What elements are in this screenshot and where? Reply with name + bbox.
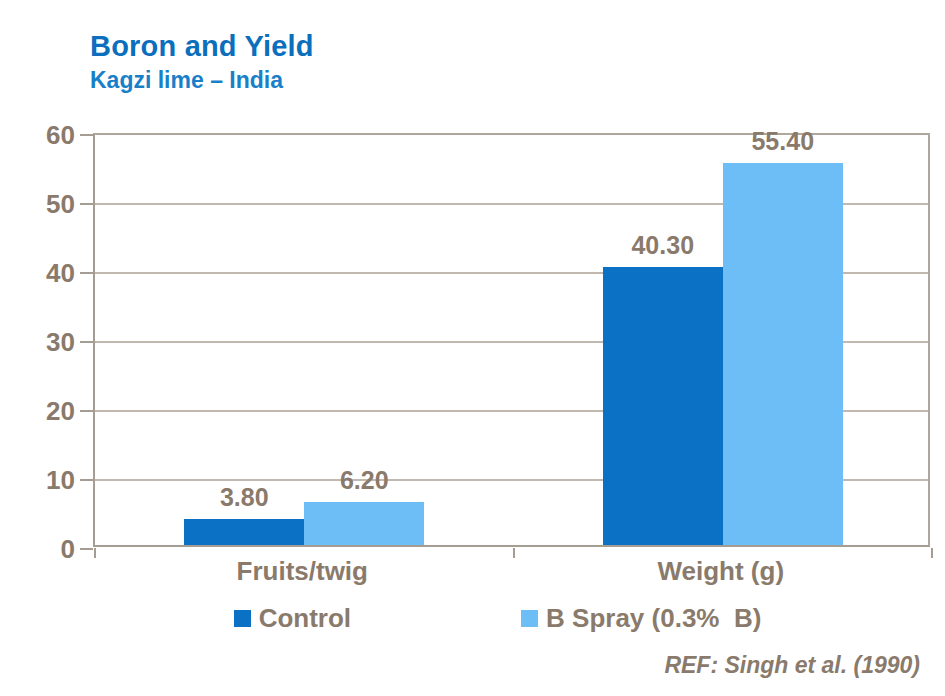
bar [184,519,304,545]
legend-item: B Spray (0.3% B) [521,603,761,634]
y-axis-tick [80,548,93,550]
data-label: 40.30 [631,231,694,260]
legend-swatch [521,610,538,627]
legend-label: Control [259,603,351,634]
y-axis-tick [80,134,93,136]
legend-item: Control [234,603,351,634]
y-axis-label: 50 [15,189,75,219]
slide: Boron and Yield Kagzi lime – India 0 10 20… [0,0,945,696]
y-axis-label: 0 [15,534,75,564]
data-label: 55.40 [751,127,814,156]
category-label: Fruits/twig [93,556,512,587]
category-label: Weight (g) [512,556,931,587]
legend-label: B Spray (0.3% B) [546,603,761,634]
chart-subtitle: Kagzi lime – India [90,67,283,94]
x-axis-tick [931,548,933,558]
data-label: 3.80 [220,483,269,512]
y-axis-tick [80,203,93,205]
y-axis-label: 60 [15,120,75,150]
y-axis-label: 30 [15,327,75,357]
legend-swatch [234,610,251,627]
bar [603,267,723,545]
plot-area: 0102030405060 3.806.2040.3055.40 [93,133,930,547]
data-label: 6.20 [340,466,389,495]
y-axis-label: 10 [15,465,75,495]
chart-title: Boron and Yield [90,30,314,63]
legend: Control B Spray (0.3% B) [0,603,945,634]
y-axis-tick [80,341,93,343]
y-axis-tick [80,479,93,481]
bar [304,502,424,545]
y-axis-tick [80,410,93,412]
y-axis-label: 20 [15,396,75,426]
bar [723,163,843,545]
y-axis-label: 40 [15,258,75,288]
y-axis-tick [80,272,93,274]
reference-note: REF: Singh et al. (1990) [664,652,920,679]
